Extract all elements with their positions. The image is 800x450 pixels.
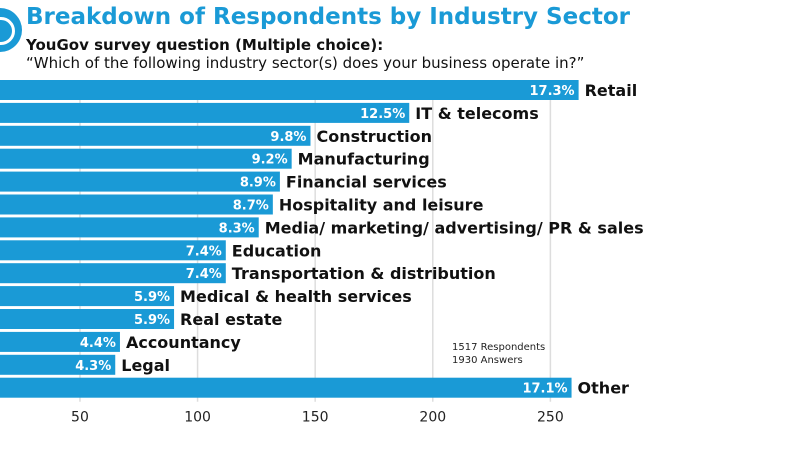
category-label: Transportation & distribution [232,264,496,283]
category-label: Hospitality and leisure [279,196,484,215]
x-tick-label: 50 [71,410,89,426]
bar [0,125,311,146]
bar [0,286,175,307]
data-label: 4.4% [80,336,116,351]
category-label: Medical & health services [180,287,412,306]
data-label: 12.5% [360,107,405,122]
bar [0,102,410,123]
data-label: 9.2% [252,153,288,168]
bar [0,354,116,375]
category-label: Education [232,241,322,260]
data-label: 17.1% [522,382,567,397]
category-label: Manufacturing [298,150,430,169]
answers-note: 1930 Answers [452,355,523,366]
bar [0,309,175,329]
bar [0,377,572,398]
bar [0,240,226,261]
data-label: 5.9% [134,290,170,305]
data-label: 8.7% [233,199,269,214]
bar [0,331,120,352]
x-tick-label: 150 [302,410,329,426]
respondents-note: 1517 Respondents [452,342,546,353]
data-label: 5.9% [134,313,170,328]
yougov-logo-icon [0,8,22,52]
category-label: IT & telecoms [415,104,538,123]
bar [0,148,292,169]
data-label: 17.3% [529,84,574,99]
bar [0,194,273,215]
data-label: 9.8% [270,130,306,145]
bar [0,80,579,100]
category-label: Legal [121,356,170,375]
data-label: 4.3% [75,359,111,374]
x-tick-label: 200 [419,410,446,426]
chart-title: Breakdown of Respondents by Industry Sec… [26,4,630,30]
category-label: Construction [316,127,432,146]
category-label: Retail [585,81,638,100]
survey-question: “Which of the following industry sector(… [26,54,585,72]
category-label: Other [578,379,629,398]
category-label: Real estate [180,310,282,329]
data-label: 8.9% [240,176,276,191]
bar [0,217,259,238]
x-tick-label: 250 [537,410,564,426]
category-label: Financial services [286,173,447,192]
bar [0,263,226,284]
x-tick-label: 100 [184,410,211,426]
bar [0,171,280,192]
data-label: 7.4% [186,244,222,259]
chart-subtitle: YouGov survey question (Multiple choice)… [26,36,384,54]
category-label: Accountancy [126,333,241,352]
data-label: 7.4% [186,267,222,282]
category-label: Media/ marketing/ advertising/ PR & sale… [265,218,644,237]
data-label: 8.3% [219,221,255,236]
